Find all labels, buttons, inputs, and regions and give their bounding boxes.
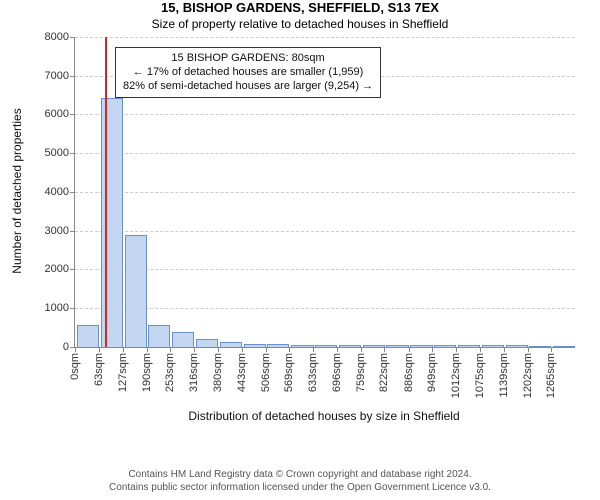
y-tick-label: 7000 — [45, 70, 75, 82]
footer-line-1: Contains HM Land Registry data © Crown c… — [0, 468, 600, 481]
x-tick-label: 886sqm — [403, 353, 415, 392]
histogram-bar — [410, 345, 432, 347]
x-tick-label: 443sqm — [236, 353, 248, 392]
x-tick — [75, 347, 76, 352]
gridline — [75, 231, 575, 232]
footer-attribution: Contains HM Land Registry data © Crown c… — [0, 468, 600, 494]
histogram-bar — [458, 345, 480, 347]
x-tick — [504, 347, 505, 352]
x-tick-label: 1075sqm — [474, 353, 486, 398]
x-tick — [123, 347, 124, 352]
gridline — [75, 153, 575, 154]
histogram-bar — [172, 332, 194, 347]
histogram-bar — [77, 325, 99, 347]
y-tick-label: 1000 — [45, 302, 75, 314]
x-tick — [432, 347, 433, 352]
x-tick-label: 0sqm — [69, 353, 81, 380]
annotation-line: ← 17% of detached houses are smaller (1,… — [123, 65, 373, 79]
y-axis-label: Number of detached properties — [10, 91, 24, 291]
gridline — [75, 269, 575, 270]
x-axis-label: Distribution of detached houses by size … — [74, 409, 574, 423]
histogram-bar — [196, 339, 218, 347]
x-tick — [528, 347, 529, 352]
histogram-bar — [386, 345, 408, 347]
x-tick — [337, 347, 338, 352]
x-tick — [384, 347, 385, 352]
plot-region: 0100020003000400050006000700080000sqm63s… — [74, 37, 575, 348]
x-tick-label: 1012sqm — [450, 353, 462, 398]
y-tick-label: 8000 — [45, 31, 75, 43]
annotation-box: 15 BISHOP GARDENS: 80sqm← 17% of detache… — [115, 47, 381, 98]
histogram-bar — [434, 345, 456, 347]
x-tick-label: 127sqm — [117, 353, 129, 392]
histogram-bar — [267, 344, 289, 347]
x-tick-label: 822sqm — [378, 353, 390, 392]
x-tick — [289, 347, 290, 352]
x-tick-label: 569sqm — [283, 353, 295, 392]
x-tick-label: 316sqm — [188, 353, 200, 392]
x-tick-label: 759sqm — [355, 353, 367, 392]
x-tick-label: 1139sqm — [498, 353, 510, 397]
y-tick-label: 4000 — [45, 186, 75, 198]
x-tick — [480, 347, 481, 352]
property-marker-line — [105, 37, 107, 347]
histogram-bar — [148, 325, 170, 347]
histogram-bar — [553, 346, 575, 347]
x-tick — [99, 347, 100, 352]
gridline — [75, 114, 575, 115]
histogram-bar — [529, 346, 551, 347]
x-tick — [551, 347, 552, 352]
histogram-bar — [101, 98, 123, 347]
x-tick — [409, 347, 410, 352]
chart-subtitle: Size of property relative to detached ho… — [0, 17, 600, 31]
annotation-line: 82% of semi-detached houses are larger (… — [123, 79, 373, 93]
histogram-bar — [244, 344, 266, 347]
x-tick-label: 1265sqm — [545, 353, 557, 398]
x-tick — [170, 347, 171, 352]
x-tick-label: 253sqm — [164, 353, 176, 392]
histogram-bar — [315, 345, 337, 347]
x-tick — [242, 347, 243, 352]
y-tick-label: 2000 — [45, 263, 75, 275]
histogram-bar — [291, 345, 313, 347]
x-tick-label: 696sqm — [331, 353, 343, 392]
histogram-bar — [506, 345, 528, 347]
y-tick-label: 3000 — [45, 225, 75, 237]
x-tick — [361, 347, 362, 352]
x-tick-label: 190sqm — [141, 353, 153, 392]
histogram-bar — [482, 345, 504, 347]
histogram-bar — [363, 345, 385, 347]
figure-container: 15, BISHOP GARDENS, SHEFFIELD, S13 7EX S… — [0, 0, 600, 500]
chart-area: 0100020003000400050006000700080000sqm63s… — [6, 37, 594, 427]
footer-line-2: Contains public sector information licen… — [0, 481, 600, 494]
x-tick-label: 1202sqm — [522, 353, 534, 398]
x-tick — [313, 347, 314, 352]
x-tick — [194, 347, 195, 352]
x-tick-label: 380sqm — [212, 353, 224, 392]
y-tick-label: 6000 — [45, 108, 75, 120]
x-tick — [456, 347, 457, 352]
x-tick-label: 63sqm — [93, 353, 105, 386]
x-tick-label: 949sqm — [426, 353, 438, 392]
histogram-bar — [220, 342, 242, 347]
gridline — [75, 192, 575, 193]
chart-title: 15, BISHOP GARDENS, SHEFFIELD, S13 7EX — [0, 0, 600, 17]
x-tick — [266, 347, 267, 352]
histogram-bar — [125, 235, 147, 346]
x-tick — [218, 347, 219, 352]
y-tick-label: 0 — [63, 341, 75, 353]
x-tick-label: 633sqm — [307, 353, 319, 392]
gridline — [75, 37, 575, 38]
histogram-bar — [339, 345, 361, 347]
x-tick-label: 506sqm — [260, 353, 272, 392]
y-tick-label: 5000 — [45, 147, 75, 159]
annotation-line: 15 BISHOP GARDENS: 80sqm — [123, 51, 373, 65]
gridline — [75, 308, 575, 309]
x-tick — [147, 347, 148, 352]
